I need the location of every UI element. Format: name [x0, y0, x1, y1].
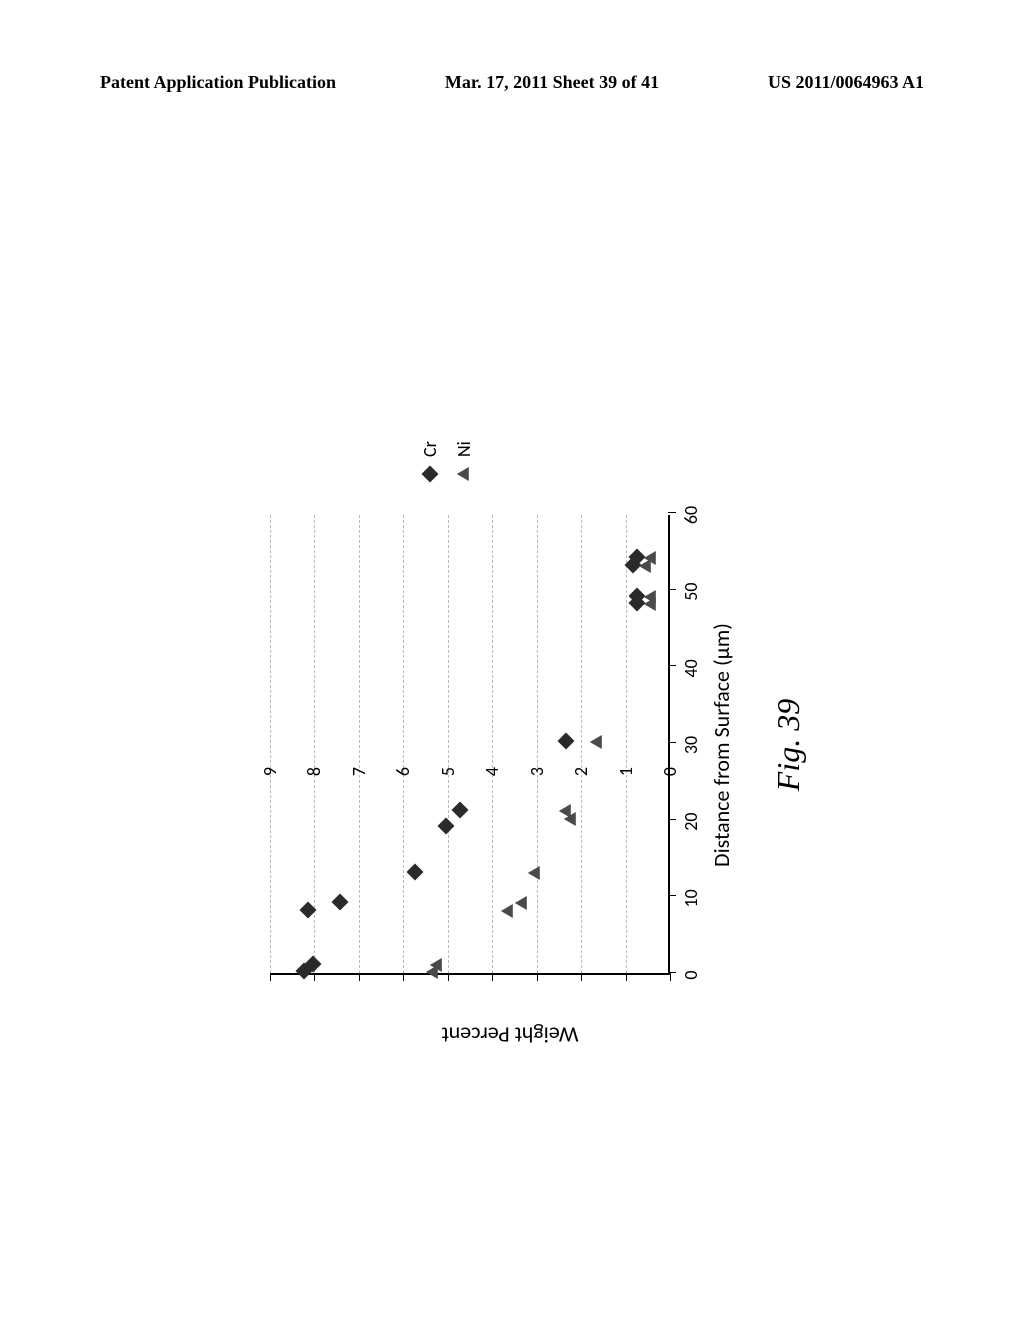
x-tick-label: 60 — [680, 506, 702, 524]
y-tick-label: 2 — [570, 767, 592, 776]
data-point — [308, 898, 320, 910]
legend: Cr Ni — [420, 441, 488, 485]
x-tick-label: 10 — [680, 889, 702, 907]
plot-area — [270, 515, 670, 975]
legend-item-cr: Cr — [420, 441, 440, 485]
x-axis-label: Distance from Surface (µm) — [708, 623, 735, 867]
legend-label: Cr — [419, 441, 441, 457]
y-tick-label: 4 — [481, 767, 503, 776]
header-right: US 2011/0064963 A1 — [768, 72, 924, 93]
header-center: Mar. 17, 2011 Sheet 39 of 41 — [445, 72, 659, 93]
x-tick-label: 40 — [680, 659, 702, 677]
chart: Weight Percent Distance from Surface (µm… — [250, 295, 770, 1075]
y-tick-label: 5 — [437, 767, 459, 776]
y-tick-label: 6 — [392, 767, 414, 776]
header-left: Patent Application Publication — [100, 72, 336, 93]
data-point — [460, 798, 472, 810]
y-tick-label: 9 — [259, 767, 281, 776]
gridline — [492, 515, 493, 973]
y-tick-label: 0 — [659, 767, 681, 776]
triangle-icon — [457, 463, 471, 485]
gridline — [448, 515, 449, 973]
legend-item-ni: Ni — [454, 441, 474, 485]
gridline — [270, 515, 271, 973]
y-tick-label: 1 — [615, 767, 637, 776]
data-point — [566, 729, 578, 741]
x-tick-label: 0 — [680, 970, 702, 979]
data-point — [597, 728, 609, 742]
gridline — [403, 515, 404, 973]
data-point — [535, 859, 547, 873]
data-point — [415, 860, 427, 872]
x-tick-label: 20 — [680, 813, 702, 831]
figure-caption: Fig. 39 — [770, 699, 807, 791]
gridline — [581, 515, 582, 973]
figure-container: Weight Percent Distance from Surface (µm… — [0, 295, 1024, 1075]
diamond-icon — [423, 463, 437, 485]
legend-label: Ni — [453, 441, 475, 457]
data-point — [651, 583, 663, 597]
y-tick-label: 8 — [303, 767, 325, 776]
gridline — [537, 515, 538, 973]
gridline — [359, 515, 360, 973]
data-point — [437, 951, 449, 965]
x-tick-label: 30 — [680, 736, 702, 754]
data-point — [340, 890, 352, 902]
page-header: Patent Application Publication Mar. 17, … — [0, 72, 1024, 93]
gridline — [626, 515, 627, 973]
data-point — [313, 952, 325, 964]
x-tick-label: 50 — [680, 583, 702, 601]
y-tick-label: 3 — [526, 767, 548, 776]
y-tick-label: 7 — [348, 767, 370, 776]
data-point — [651, 544, 663, 558]
data-point — [566, 797, 578, 811]
y-axis-label: Weight Percent — [441, 1022, 578, 1049]
data-point — [522, 889, 534, 903]
